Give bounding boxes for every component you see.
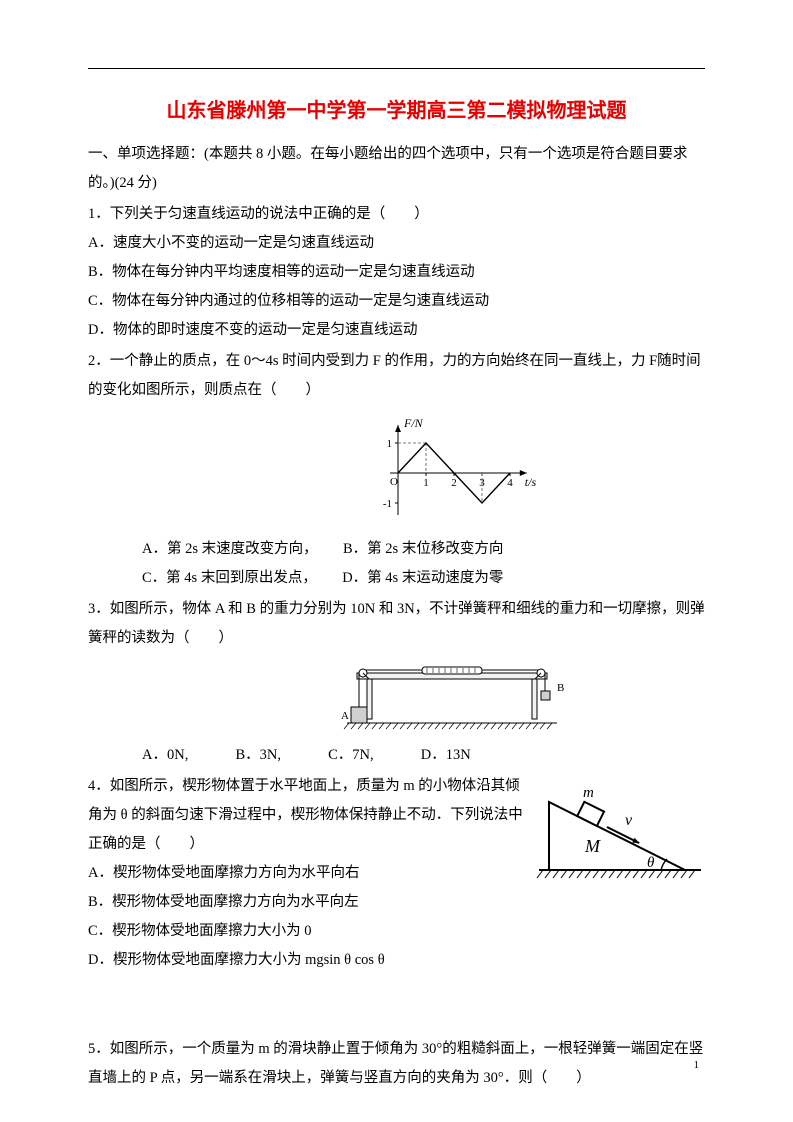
svg-text:t/s: t/s (524, 475, 536, 489)
q2-opts-row1: A．第 2s 末速度改变方向， B．第 2s 末位移改变方向 (142, 535, 705, 564)
q1-stem: 1．下列关于匀速直线运动的说法中正确的是（ ） (88, 200, 705, 229)
q2-opt-c: C．第 4s 末回到原出发点， (142, 570, 310, 586)
svg-text:F/N: F/N (403, 416, 424, 430)
top-rule (88, 68, 705, 69)
q1-opt-b: B．物体在每分钟内平均速度相等的运动一定是匀速直线运动 (88, 258, 705, 287)
svg-text:A: A (341, 710, 349, 722)
q3-svg: AB (327, 659, 577, 737)
q1-opt-d: D．物体的即时速度不变的运动一定是匀速直线运动 (88, 316, 705, 345)
svg-text:B: B (557, 682, 564, 694)
svg-text:1: 1 (386, 438, 392, 450)
q3-opt-b: B．3N, (235, 747, 281, 763)
q4-opt-b: B．楔形物体受地面摩擦力方向为水平向左 (88, 888, 705, 917)
svg-text:v: v (625, 812, 633, 829)
q2-opt-b: B．第 2s 末位移改变方向 (343, 541, 503, 557)
q4-svg: Mθ m v (535, 770, 705, 888)
q1-opt-c: C．物体在每分钟内通过的位移相等的运动一定是匀速直线运动 (88, 287, 705, 316)
q3-figure: AB (198, 659, 705, 737)
spacer (88, 975, 705, 1033)
q4-figure: Mθ m v (535, 770, 705, 888)
q3-opts: A．0N, B．3N, C．7N, D．13N (142, 741, 705, 770)
q3-stem: 3．如图所示，物体 A 和 B 的重力分别为 10N 和 3N，不计弹簧秤和细线… (88, 595, 705, 653)
svg-text:θ: θ (647, 855, 655, 871)
svg-text:1: 1 (423, 477, 429, 489)
q2-opts-row2: C．第 4s 末回到原出发点， D．第 4s 末运动速度为零 (142, 564, 705, 593)
q2-stem: 2．一个静止的质点，在 0～4s 时间内受到力 F 的作用，力的方向始终在同一直… (88, 347, 705, 405)
exam-page: 山东省滕州第一中学第一学期高三第二模拟物理试题 一、单项选择题：(本题共 8 小… (0, 0, 793, 1122)
q2-opt-a: A．第 2s 末速度改变方向， (142, 541, 310, 557)
page-number: 1 (694, 1054, 700, 1076)
q4-opt-c: C．楔形物体受地面摩擦力大小为 0 (88, 917, 705, 946)
svg-text:m: m (583, 785, 594, 801)
svg-text:4: 4 (507, 477, 513, 489)
q3-opt-d: D．13N (421, 747, 471, 763)
svg-text:O: O (390, 476, 398, 488)
q1-opt-a: A．速度大小不变的运动一定是匀速直线运动 (88, 229, 705, 258)
section-1-heading: 一、单项选择题：(本题共 8 小题。在每小题给出的四个选项中，只有一个选项是符合… (88, 140, 705, 198)
q4-opt-d: D．楔形物体受地面摩擦力大小为 mgsin θ cos θ (88, 946, 705, 975)
svg-text:M: M (584, 836, 601, 856)
q3-opt-a: A．0N, (142, 747, 188, 763)
svg-text:-1: -1 (382, 498, 391, 510)
exam-title: 山东省滕州第一中学第一学期高三第二模拟物理试题 (88, 96, 705, 126)
q5-stem: 5．如图所示，一个质量为 m 的滑块静止置于倾角为 30°的粗糙斜面上，一根轻弹… (88, 1035, 705, 1093)
q3-opt-c: C．7N, (328, 747, 374, 763)
q2-opt-d: D．第 4s 末运动速度为零 (342, 570, 503, 586)
q2-figure: -111234F/Nt/sO (198, 411, 705, 531)
svg-text:2: 2 (451, 477, 457, 489)
q2-graph-svg: -111234F/Nt/sO (362, 411, 542, 531)
